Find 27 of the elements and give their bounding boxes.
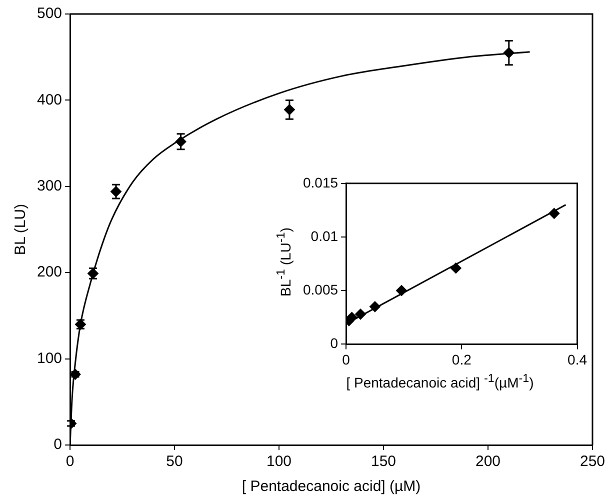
y-tick-label: 0 <box>330 335 338 352</box>
x-tick-label: 150 <box>370 453 396 470</box>
point <box>346 312 358 323</box>
y-tick-label: 400 <box>36 91 62 108</box>
point <box>450 262 462 274</box>
x-tick-label: 200 <box>475 453 501 470</box>
y-axis-title: BL (LU) <box>12 204 30 256</box>
y-tick-label: 0.01 <box>310 228 338 244</box>
point <box>396 285 408 296</box>
y-tick-label: 0.015 <box>302 174 338 190</box>
point <box>354 308 366 320</box>
x-tick-label: 0 <box>342 351 350 368</box>
y-tick-label: 500 <box>36 5 62 22</box>
y-tick-label: 200 <box>36 264 62 281</box>
point <box>548 208 560 219</box>
x-tick-label: 100 <box>266 453 292 470</box>
point <box>369 301 380 312</box>
x-tick-label: 0.2 <box>452 351 472 368</box>
x-axis-title: [ Pentadecanoic acid] $^{-1}$(µM$^{-1}$) <box>345 372 535 391</box>
x-tick-label: 0.4 <box>568 351 588 368</box>
x-tick-label: 250 <box>580 453 605 470</box>
y-tick-label: 0.005 <box>302 281 338 298</box>
y-tick-label: 300 <box>36 178 62 195</box>
x-tick-label: 50 <box>166 453 183 470</box>
y-tick-label: 0 <box>54 436 62 454</box>
x-axis-title: [ Pentadecanoic acid] (µM) <box>242 478 421 496</box>
x-tick-label: 0 <box>66 453 74 470</box>
